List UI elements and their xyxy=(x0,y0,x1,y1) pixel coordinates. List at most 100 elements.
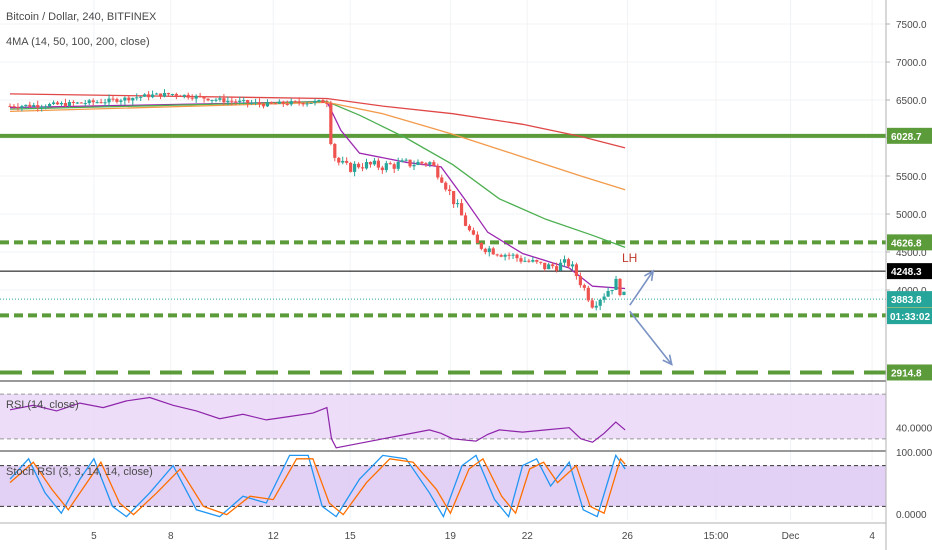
candle-body xyxy=(242,100,246,102)
candle-body xyxy=(511,254,515,256)
rsi-label: RSI (14, close) xyxy=(6,399,79,411)
candle-body xyxy=(408,159,412,167)
candle-body xyxy=(622,291,626,296)
candle-body xyxy=(194,95,198,99)
indicator-label: 4MA (14, 50, 100, 200, close) xyxy=(6,36,150,48)
candle-body xyxy=(499,255,503,257)
candle-body xyxy=(349,162,353,172)
horizontal-levels[interactable] xyxy=(0,133,886,375)
candle-body xyxy=(590,300,594,308)
candle-body xyxy=(277,101,281,104)
lh-annotation: LH xyxy=(622,251,637,265)
candle-body xyxy=(618,278,622,296)
candle-body xyxy=(198,95,202,97)
level-tag-label: 4626.8 xyxy=(891,238,922,249)
candle-body xyxy=(99,102,103,104)
symbol-title: Bitcoin / Dollar, 240, BITFINEX xyxy=(6,11,157,23)
candle-body xyxy=(51,102,56,105)
countdown-label: 01:33:02 xyxy=(890,312,930,323)
candle-body xyxy=(400,160,404,162)
candle-body xyxy=(8,106,12,108)
rsi-tick-label: 40.0000 xyxy=(896,424,932,435)
candle-body xyxy=(535,259,539,262)
candle-body xyxy=(558,262,563,271)
candle-body xyxy=(345,160,349,163)
candle-body xyxy=(218,98,222,100)
candle-body xyxy=(539,261,543,263)
candle-body xyxy=(519,258,523,262)
level-tag-support-2914 xyxy=(887,364,932,381)
candle-body xyxy=(63,102,68,106)
candle-body xyxy=(36,105,40,108)
candle-body xyxy=(150,94,155,98)
candle-body xyxy=(230,100,234,102)
indicator-panels xyxy=(0,380,886,507)
candle-body xyxy=(285,103,289,105)
candle-body xyxy=(368,161,373,165)
stoch-rsi-label: Stoch RSI (3, 3, 14, 14, close) xyxy=(6,466,153,478)
candle-body xyxy=(111,98,115,100)
candle-body xyxy=(293,101,297,103)
stoch-k-line xyxy=(9,453,626,519)
current-price-label: 3883.8 xyxy=(891,295,922,306)
candle-body xyxy=(598,299,602,306)
candle-body xyxy=(162,92,167,97)
candle-body xyxy=(59,102,64,105)
candle-body xyxy=(483,248,487,253)
candle-body xyxy=(372,160,377,165)
candle-body xyxy=(507,254,511,256)
candle-body xyxy=(436,165,440,178)
candle-body xyxy=(380,167,384,171)
candle-body xyxy=(333,143,337,158)
candle-body xyxy=(404,159,408,161)
candle-body xyxy=(566,259,571,267)
candle-body xyxy=(246,100,250,104)
candle-body xyxy=(491,248,495,255)
time-tick-label: 19 xyxy=(445,531,457,542)
candles xyxy=(8,89,626,311)
level-tag-resistance-4626 xyxy=(887,234,932,251)
candle-body xyxy=(360,167,365,169)
candle-body xyxy=(459,203,464,216)
candle-body xyxy=(606,291,610,297)
candle-body xyxy=(301,103,305,105)
candle-body xyxy=(44,106,48,108)
candle-body xyxy=(273,103,277,105)
candle-body xyxy=(448,189,452,192)
candle-body xyxy=(32,105,36,107)
time-axis[interactable]: 5 8 12 15 19 22 26 15:00 Dec 4 xyxy=(91,531,875,542)
projection-arrows[interactable] xyxy=(629,269,673,366)
oscillators xyxy=(9,396,626,519)
current-price-tag xyxy=(887,291,932,308)
candle-body xyxy=(384,163,388,171)
candle-body xyxy=(91,100,95,103)
candle-body xyxy=(495,254,499,256)
candle-body xyxy=(578,276,582,286)
stoch-tick-label: 0.0000 xyxy=(896,510,927,521)
candle-body xyxy=(479,242,483,249)
candle-body xyxy=(87,100,91,104)
candle-body xyxy=(127,97,131,101)
candle-body xyxy=(527,260,531,262)
time-tick-label: 12 xyxy=(268,531,280,542)
candle-body xyxy=(475,234,479,243)
candle-body xyxy=(202,96,206,99)
time-tick-label: 4 xyxy=(869,531,875,542)
candle-body xyxy=(420,161,424,164)
candle-body xyxy=(321,100,325,103)
ma-line-ma50 xyxy=(9,100,626,249)
candle-body xyxy=(147,94,151,98)
level-tag-label: 2914.8 xyxy=(891,368,922,379)
candle-body xyxy=(471,230,476,235)
candle-body xyxy=(341,160,345,163)
candle-body xyxy=(55,102,60,105)
time-tick-label: 5 xyxy=(91,531,97,542)
countdown-tag xyxy=(887,308,932,325)
price-tick-label: 6500.0 xyxy=(896,96,927,107)
candle-body xyxy=(154,93,159,95)
candle-body xyxy=(261,104,266,107)
candle-body xyxy=(309,102,313,104)
